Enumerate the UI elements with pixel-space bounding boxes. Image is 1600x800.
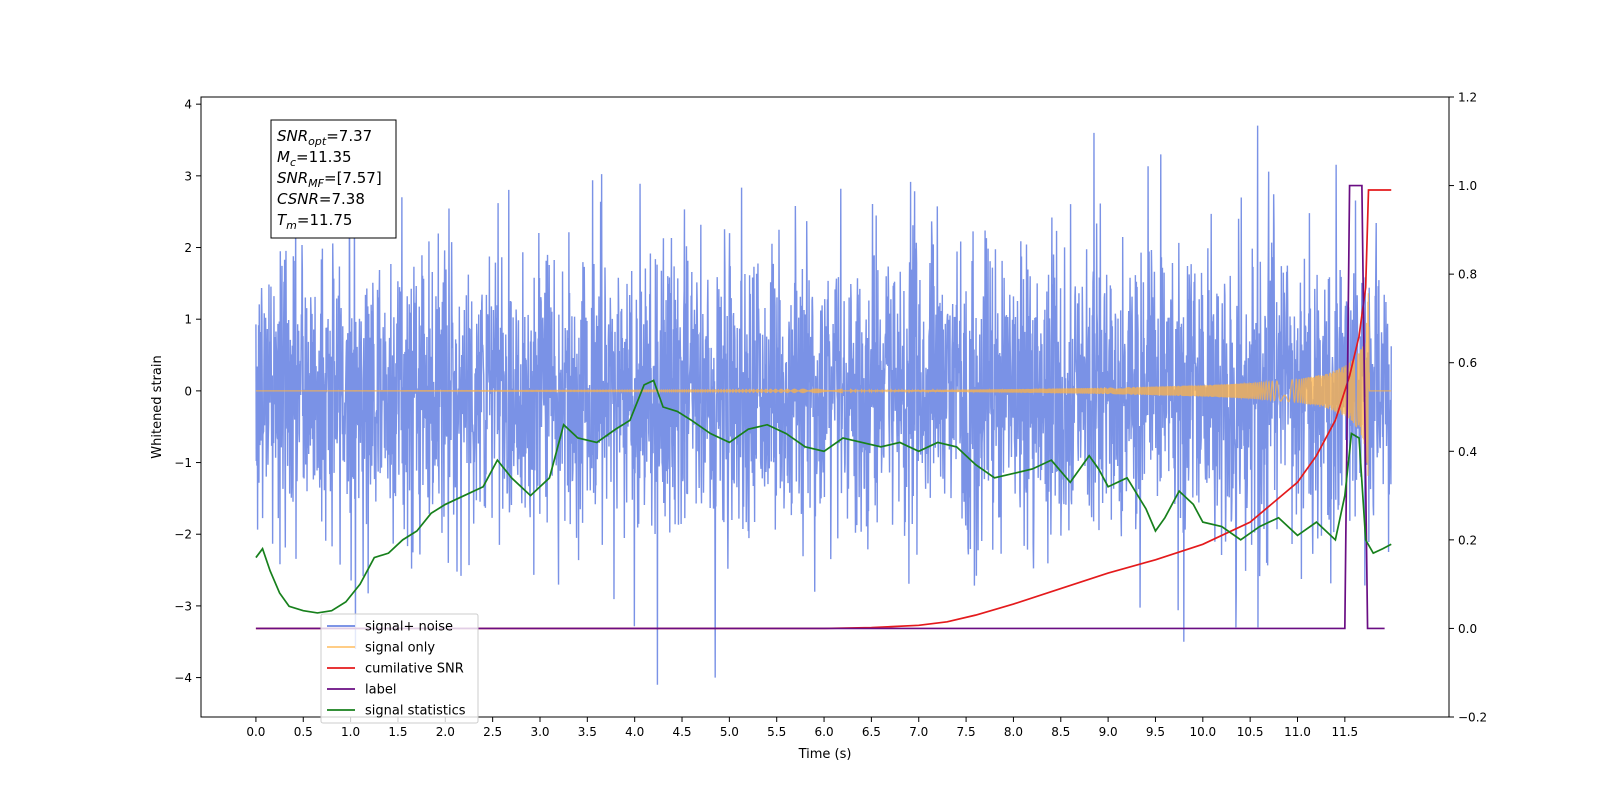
y-right-tick-label: 0.8 <box>1458 268 1477 282</box>
x-tick-label: 5.0 <box>720 725 739 739</box>
x-axis: 0.0 0.5 1.0 1.5 2.0 2.5 3.0 3.5 4.0 4.5 5.0 5.5 6.0 6… <box>246 717 1358 739</box>
y-right-tick-label: −0.2 <box>1458 711 1487 725</box>
x-tick-label: 4.0 <box>625 725 644 739</box>
y-right-tick-label: 0.2 <box>1458 533 1477 547</box>
annotation-subscript: MF <box>308 177 324 190</box>
annotation-value: =7.37 <box>326 127 372 145</box>
series-signal-plus-noise-line <box>255 125 1392 685</box>
y-left-tick-label: 3 <box>184 169 192 183</box>
plot-frame <box>200 96 1450 718</box>
legend-entry-label: signal statistics <box>365 704 466 719</box>
y-right-tick-label: 1.2 <box>1458 91 1477 105</box>
y-left-tick-label: −1 <box>174 456 192 470</box>
x-axis-label: Time (s) <box>798 747 852 762</box>
annotation-line: Mc=11.35 <box>277 148 352 169</box>
x-tick-label: 0.5 <box>294 725 313 739</box>
annotation-line: CSNR=7.38 <box>277 190 365 208</box>
x-tick-label: 10.0 <box>1189 725 1216 739</box>
x-tick-label: 9.0 <box>1099 725 1118 739</box>
y-left-tick-label: −2 <box>174 528 192 542</box>
x-tick-label: 7.0 <box>909 725 928 739</box>
annotation-line: Tm=11.75 <box>277 211 352 232</box>
annotation-symbol: SNR <box>277 169 308 187</box>
x-tick-label: 3.5 <box>578 725 597 739</box>
y-right-tick-label: 1.0 <box>1458 179 1477 193</box>
annotation-box: SNRopt=7.37Mc=11.35SNRMF=[7.57]CSNR=7.38… <box>270 119 397 239</box>
y-axis-left: −4 −3 −2 −1 0 1 2 3 4 <box>174 98 201 685</box>
annotation-symbol: SNR <box>277 127 308 145</box>
series-signal-only-line <box>255 293 1392 476</box>
x-tick-label: 8.5 <box>1051 725 1070 739</box>
annotation-symbol: T <box>277 211 288 229</box>
annotation-frame <box>270 119 397 239</box>
x-tick-label: 1.5 <box>388 725 407 739</box>
x-tick-label: 2.0 <box>436 725 455 739</box>
y-left-tick-label: −4 <box>174 671 192 685</box>
x-tick-label: 11.0 <box>1284 725 1311 739</box>
y-axis-right: −0.2 0.0 0.2 0.4 0.6 0.8 1.0 1.2 <box>1449 91 1487 725</box>
series-label-line <box>255 184 1385 630</box>
x-tick-label: 10.5 <box>1237 725 1264 739</box>
legend: signal+ noise signal only cumilative SNR la… <box>320 613 479 724</box>
y-left-tick-label: 0 <box>184 384 192 398</box>
y-left-tick-label: −3 <box>174 599 192 613</box>
x-tick-label: 2.5 <box>483 725 502 739</box>
series-cumilative-snr-line <box>255 189 1392 630</box>
y-left-tick-label: 4 <box>184 98 192 112</box>
y-left-tick-label: 2 <box>184 241 192 255</box>
legend-entry-label: signal only <box>365 641 435 656</box>
legend-entry-label: signal+ noise <box>365 620 453 635</box>
series-signal-statistics-line <box>255 379 1392 614</box>
y-right-tick-label: 0.0 <box>1458 622 1477 636</box>
y-axis-label: Whitened strain <box>150 355 165 458</box>
x-tick-label: 11.5 <box>1331 725 1358 739</box>
legend-entry-label: cumilative SNR <box>365 662 464 677</box>
legend-entry-label: label <box>365 683 396 698</box>
annotation-line: SNRopt=7.37 <box>277 127 372 148</box>
annotation-subscript: m <box>286 219 297 232</box>
annotation-value: =[7.57] <box>324 169 382 187</box>
annotation-symbol: CSNR <box>277 190 319 208</box>
x-tick-label: 3.0 <box>530 725 549 739</box>
annotation-subscript: opt <box>308 135 327 148</box>
annotation-symbol: M <box>277 148 290 166</box>
legend-frame <box>320 613 479 724</box>
x-tick-label: 6.5 <box>862 725 881 739</box>
x-tick-label: 5.5 <box>767 725 786 739</box>
y-left-tick-label: 1 <box>184 313 192 327</box>
x-tick-label: 1.0 <box>341 725 360 739</box>
x-tick-label: 8.0 <box>1004 725 1023 739</box>
annotation-subscript: c <box>290 156 296 169</box>
y-right-tick-label: 0.4 <box>1458 445 1477 459</box>
x-tick-label: 0.0 <box>246 725 265 739</box>
x-tick-label: 4.5 <box>672 725 691 739</box>
x-tick-label: 9.5 <box>1146 725 1165 739</box>
x-tick-label: 6.0 <box>815 725 834 739</box>
x-tick-label: 7.5 <box>957 725 976 739</box>
annotation-value: =11.75 <box>297 211 353 229</box>
plot-area <box>255 125 1392 685</box>
annotation-line: SNRMF=[7.57] <box>277 169 382 190</box>
annotation-value: =11.35 <box>296 148 352 166</box>
y-right-tick-label: 0.6 <box>1458 356 1477 370</box>
annotation-value: =7.38 <box>319 190 365 208</box>
